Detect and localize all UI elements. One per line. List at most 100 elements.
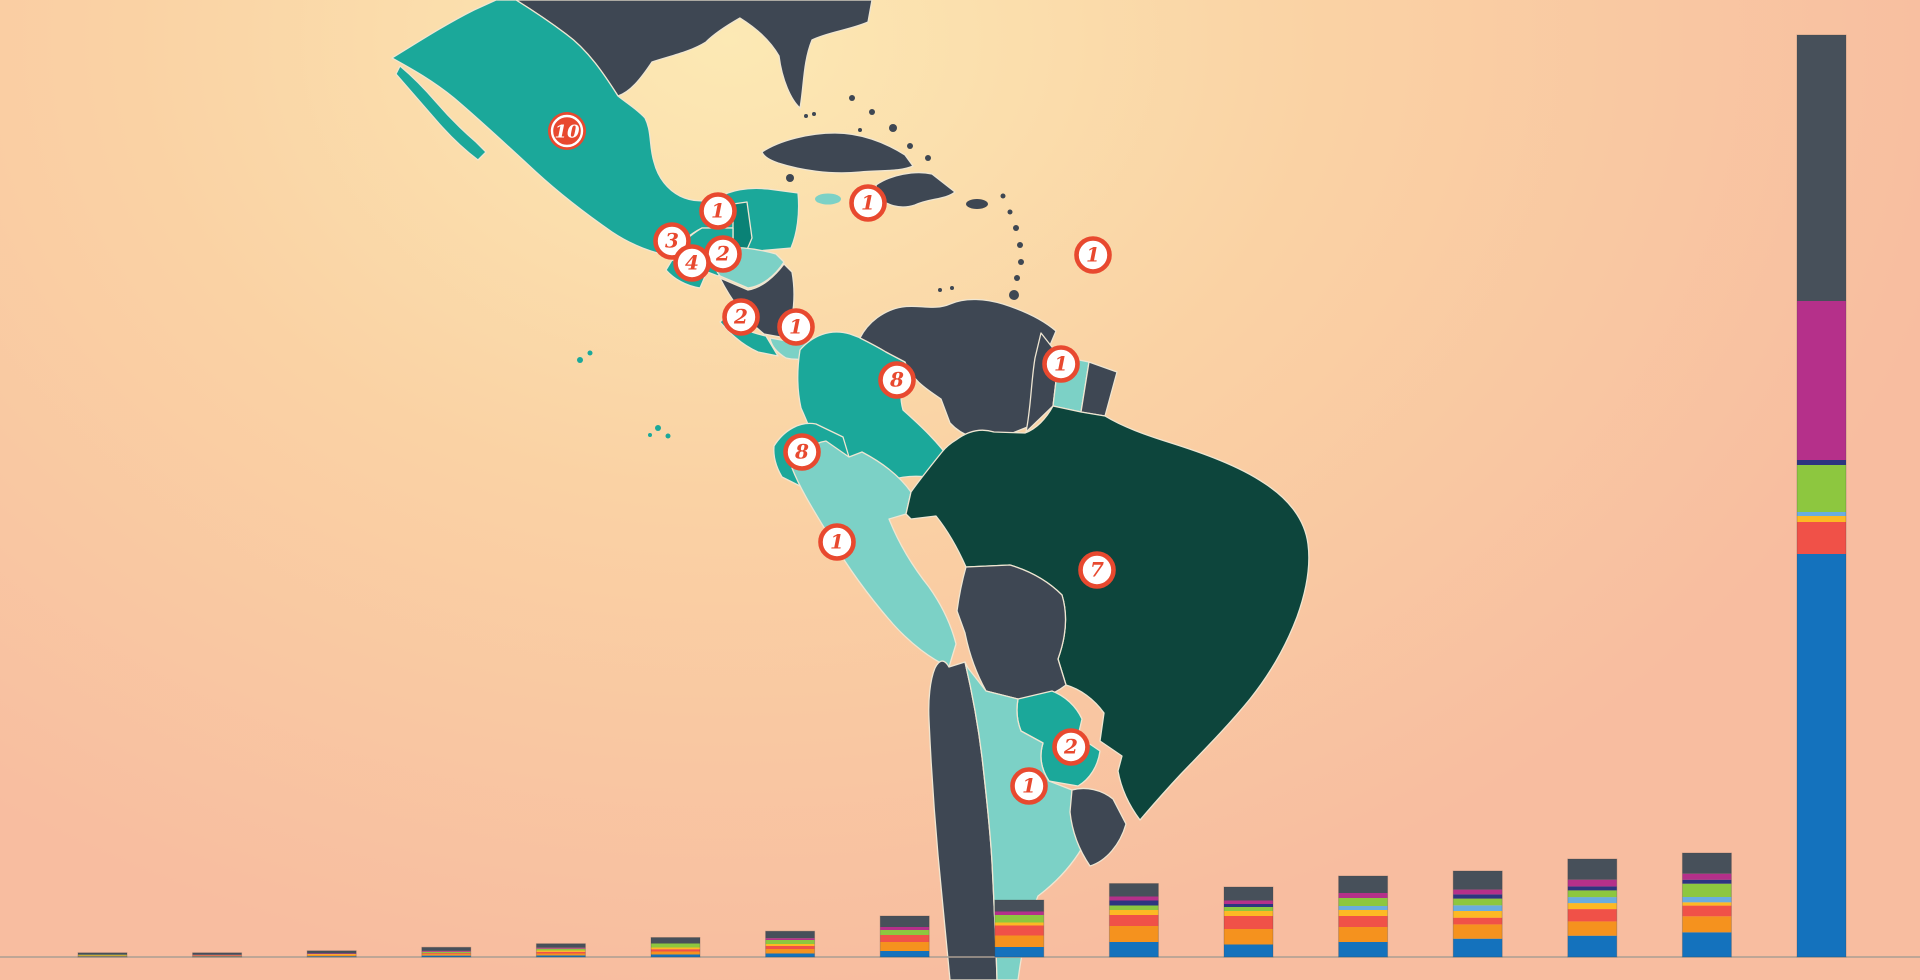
marker-circle [1052, 728, 1090, 766]
bar-segment-red [1797, 522, 1846, 554]
bar-outline [535, 943, 586, 958]
stacked-bar-8 [879, 915, 930, 958]
bar-segment-red [1453, 917, 1503, 925]
marker-ecuador: 8 [783, 433, 821, 471]
bar-segment-blue [78, 956, 127, 957]
bar-segment-yellow [1453, 911, 1503, 918]
bar-segment-magenta [994, 911, 1044, 915]
bar-segment-blue [880, 951, 930, 957]
bar-segment-blue [1567, 935, 1617, 957]
marker-value: 8 [794, 440, 809, 464]
bar-segment-magenta [1338, 893, 1388, 898]
bar-segment-yellow [1682, 902, 1732, 906]
bar-segment-magenta [1797, 301, 1846, 460]
bar-segment-green [765, 940, 815, 944]
bar-segment-green [1567, 890, 1617, 898]
country-hispaniola [875, 171, 956, 208]
bar-segment-red [536, 951, 586, 954]
marker-costa-rica: 2 [722, 298, 760, 336]
bar-segment-yellow [1567, 903, 1617, 910]
bar-segment-blue [651, 954, 700, 957]
bar-segment-magenta [1453, 889, 1503, 895]
marker-el-salvador: 4 [673, 244, 711, 282]
bar-segment-yellow [307, 954, 357, 955]
bar-segment-orange [651, 951, 700, 955]
stacked-bar-2 [192, 952, 243, 958]
marker-jamaica: 1 [849, 184, 887, 222]
stacked-bar-5 [535, 943, 586, 958]
bar-segment-charcoal [1682, 853, 1732, 874]
bar-segment-magenta [1682, 873, 1732, 880]
marker-circle [777, 308, 815, 346]
bar-segment-charcoal [192, 952, 242, 955]
bar-segment-yellow [994, 922, 1044, 926]
marker-value: 4 [685, 251, 699, 275]
country-brazil [905, 405, 1310, 821]
bar-outline [421, 946, 472, 958]
bar-segment-orange [192, 955, 242, 957]
bar-segment-orange [1453, 924, 1503, 939]
marker-value: 7 [1090, 558, 1104, 582]
bar-segment-charcoal [1797, 35, 1846, 301]
bar-segment-charcoal [1224, 887, 1273, 901]
bar-outline [994, 899, 1045, 958]
bar-segment-orange [880, 942, 930, 951]
bar-segment-charcoal [651, 937, 700, 944]
bar-segment-sky [1682, 897, 1732, 903]
bar-outline [1452, 870, 1503, 958]
bar-segment-charcoal [1109, 883, 1159, 897]
bar-outline [1567, 858, 1618, 958]
bar-segment-charcoal [1453, 871, 1503, 890]
marker-value: 1 [1022, 774, 1036, 798]
marker-circle [783, 433, 821, 471]
marker-suriname: 1 [1042, 345, 1080, 383]
bar-segment-blue [307, 956, 357, 957]
bar-segment-magenta [421, 950, 471, 952]
country-puerto-rico [966, 199, 988, 209]
bar-segment-magenta [1109, 896, 1159, 901]
bar-segment-orange [78, 955, 127, 957]
bar-segment-charcoal [307, 950, 357, 954]
bar-segment-blue [765, 953, 815, 957]
bar-outline [1108, 883, 1159, 958]
bar-segment-charcoal [765, 931, 815, 939]
bar-segment-green [78, 954, 127, 956]
marker-brazil: 7 [1078, 551, 1116, 589]
marker-circle [1042, 345, 1080, 383]
marker-value: 8 [889, 368, 904, 392]
bar-segment-magenta [307, 953, 357, 955]
marker-value: 10 [554, 122, 580, 143]
bar-segment-green [880, 930, 930, 935]
bar-segment-blue [1109, 942, 1159, 957]
bar-segment-charcoal [880, 916, 930, 927]
marker-circle [849, 184, 887, 222]
marker-value: 1 [830, 530, 844, 554]
country-trinidad [1009, 290, 1019, 300]
bar-segment-yellow [1797, 516, 1846, 522]
galapagos [655, 425, 661, 431]
bar-segment-blue [421, 955, 471, 957]
bar-segment-yellow [1224, 911, 1273, 916]
stacked-bar-6 [650, 937, 701, 958]
bar-segment-magenta [192, 954, 242, 956]
marker-value: 1 [1086, 243, 1100, 267]
stacked-bar-9 [994, 899, 1045, 958]
marker-value: 2 [733, 305, 748, 329]
bar-segment-blue [536, 955, 586, 957]
bar-segment-magenta [880, 927, 930, 930]
bar-segment-red [765, 946, 815, 949]
marker-circle [699, 192, 737, 230]
bar-segment-sky [1338, 906, 1388, 910]
bar-segment-yellow [1109, 910, 1159, 915]
marker-circle [878, 361, 916, 399]
bar-segment-navy [1682, 879, 1732, 884]
bar-segment-red [651, 949, 700, 952]
bar-segment-charcoal [536, 943, 586, 948]
marker-honduras: 2 [704, 235, 742, 273]
bar-segment-yellow [765, 944, 815, 946]
marker-value: 1 [711, 199, 725, 223]
bar-outline [650, 937, 701, 958]
marker-paraguay: 2 [1052, 728, 1090, 766]
stacked-bar-12 [1338, 875, 1389, 958]
